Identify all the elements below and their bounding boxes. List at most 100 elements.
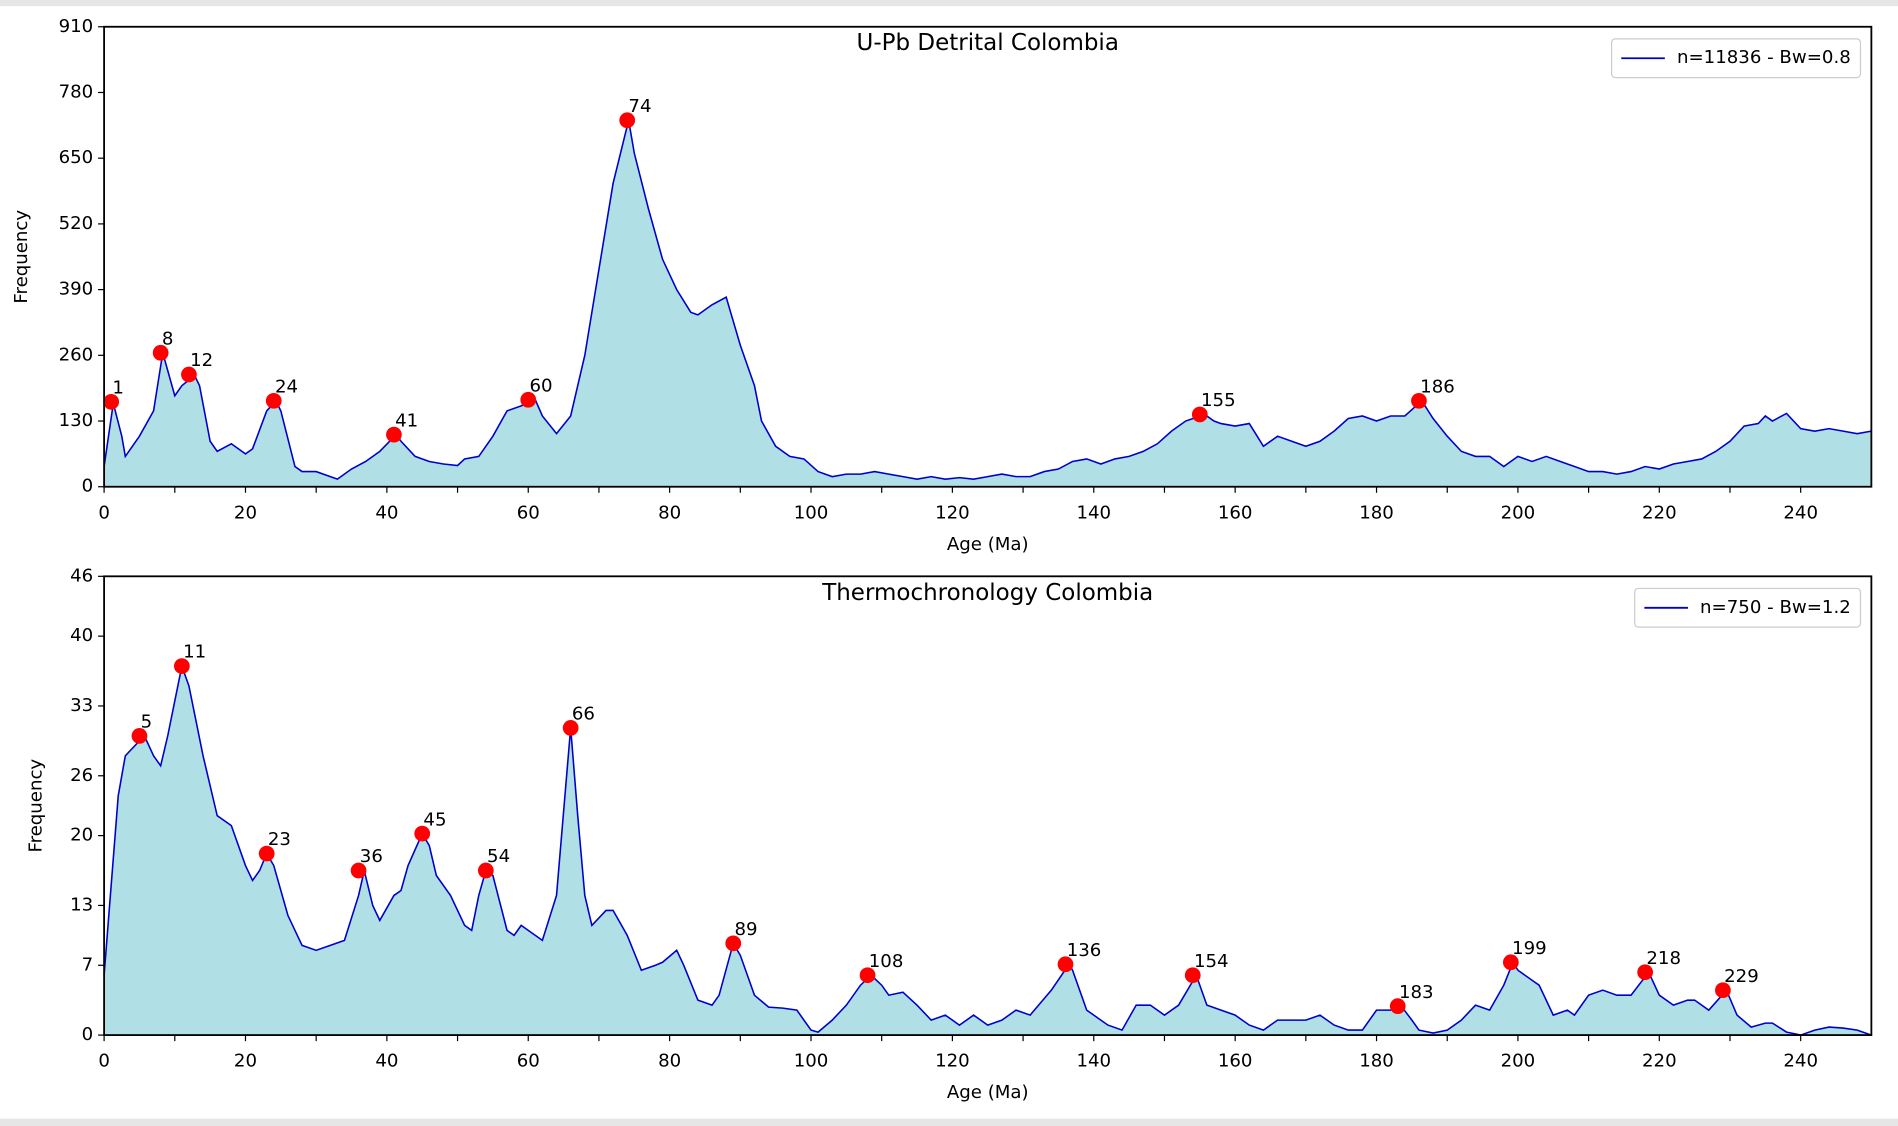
peak-label: 108	[869, 951, 904, 972]
y-tick-label: 13	[70, 894, 93, 915]
y-tick-label: 520	[59, 213, 94, 234]
peak-label: 12	[190, 350, 213, 371]
axes-frame	[103, 575, 1873, 1036]
chart-title: U-Pb Detrital Colombia	[857, 30, 1119, 56]
peak-marker	[103, 393, 120, 410]
kde-line	[103, 663, 1872, 1036]
y-tick-label: 390	[59, 279, 94, 300]
x-tick-label: 80	[658, 502, 681, 523]
y-axis-label: Frequency	[11, 210, 32, 304]
chart-title: Thermochronology Colombia	[821, 580, 1153, 606]
x-tick-label: 120	[935, 502, 970, 523]
peak-label: 41	[395, 410, 418, 431]
peak-marker	[1637, 964, 1654, 981]
peak-marker	[1184, 967, 1201, 984]
legend-box	[1610, 38, 1862, 79]
peak-label: 8	[162, 328, 174, 349]
peak-label: 5	[141, 712, 153, 733]
peak-label: 1	[112, 378, 124, 399]
peak-label: 199	[1512, 938, 1547, 959]
x-tick-label: 140	[1076, 1051, 1111, 1072]
x-tick-label: 180	[1359, 1051, 1394, 1072]
legend-label: n=11836 - Bw=0.8	[1677, 47, 1851, 68]
area-fill	[104, 120, 1872, 487]
y-tick-label: 46	[70, 565, 93, 586]
y-tick-label: 26	[70, 765, 93, 786]
peak-marker	[1389, 998, 1406, 1015]
peak-label: 155	[1201, 390, 1236, 411]
peak-marker	[725, 935, 742, 952]
x-tick-label: 0	[98, 502, 110, 523]
y-tick-label: 7	[82, 954, 94, 975]
peak-marker	[1502, 954, 1519, 971]
peak-label: 66	[572, 704, 595, 725]
y-axis-label: Frequency	[25, 759, 46, 853]
y-tick-label: 780	[59, 81, 94, 102]
legend-label: n=750 - Bw=1.2	[1700, 597, 1851, 618]
peak-label: 229	[1724, 966, 1759, 987]
peak-marker	[477, 862, 494, 879]
y-tick-label: 0	[82, 1024, 94, 1045]
x-tick-label: 20	[234, 502, 257, 523]
x-tick-label: 220	[1642, 502, 1677, 523]
x-tick-label: 160	[1218, 502, 1253, 523]
legend-box	[1634, 587, 1862, 628]
peak-marker	[173, 658, 190, 674]
x-tick-label: 60	[517, 1051, 540, 1072]
peak-label: 154	[1194, 951, 1229, 972]
peak-label: 23	[268, 829, 291, 850]
peak-marker	[859, 967, 876, 984]
y-tick-label: 33	[70, 695, 93, 716]
y-tick-label: 20	[70, 825, 93, 846]
x-tick-label: 120	[935, 1051, 970, 1072]
x-tick-label: 200	[1501, 1051, 1536, 1072]
peak-marker	[1411, 392, 1427, 409]
axes-frame	[103, 25, 1873, 488]
peak-marker	[414, 825, 431, 842]
x-tick-label: 140	[1076, 502, 1111, 523]
x-tick-label: 60	[517, 502, 540, 523]
x-tick-label: 240	[1783, 1051, 1818, 1072]
peak-marker	[1715, 982, 1731, 999]
x-tick-label: 40	[375, 502, 398, 523]
x-axis-label: Age (Ma)	[947, 534, 1029, 555]
x-tick-label: 160	[1218, 1051, 1253, 1072]
peak-marker	[258, 845, 275, 862]
x-tick-label: 200	[1501, 502, 1536, 523]
kde-line	[103, 120, 1872, 481]
peak-label: 24	[275, 376, 298, 397]
peak-marker	[520, 391, 537, 408]
peak-label: 74	[628, 96, 651, 117]
figure-background	[0, 6, 1898, 1119]
y-tick-label: 910	[59, 16, 94, 37]
peak-marker	[265, 392, 282, 409]
x-tick-label: 240	[1783, 502, 1818, 523]
x-tick-label: 100	[794, 1051, 829, 1072]
peak-label: 60	[529, 375, 552, 396]
x-tick-label: 100	[794, 502, 829, 523]
y-tick-label: 130	[59, 410, 94, 431]
x-tick-label: 20	[234, 1051, 257, 1072]
peak-marker	[386, 426, 402, 443]
peak-label: 11	[183, 642, 206, 663]
peak-marker	[350, 862, 367, 879]
peak-marker	[181, 366, 197, 383]
peak-label: 36	[360, 846, 383, 867]
peak-label: 218	[1646, 948, 1681, 969]
x-tick-label: 80	[658, 1051, 681, 1072]
peak-label: 89	[734, 919, 757, 940]
legend: n=750 - Bw=1.2	[1634, 587, 1862, 628]
peak-marker	[152, 344, 169, 361]
peak-label: 183	[1399, 982, 1434, 1003]
y-tick-label: 0	[82, 476, 94, 497]
peak-marker	[131, 728, 148, 744]
peak-label: 54	[487, 846, 510, 867]
area-fill	[104, 666, 1872, 1036]
x-tick-label: 40	[375, 1051, 398, 1072]
peak-label: 136	[1067, 940, 1102, 961]
peak-marker	[562, 720, 579, 736]
legend: n=11836 - Bw=0.8	[1610, 38, 1862, 79]
x-tick-label: 180	[1359, 502, 1394, 523]
